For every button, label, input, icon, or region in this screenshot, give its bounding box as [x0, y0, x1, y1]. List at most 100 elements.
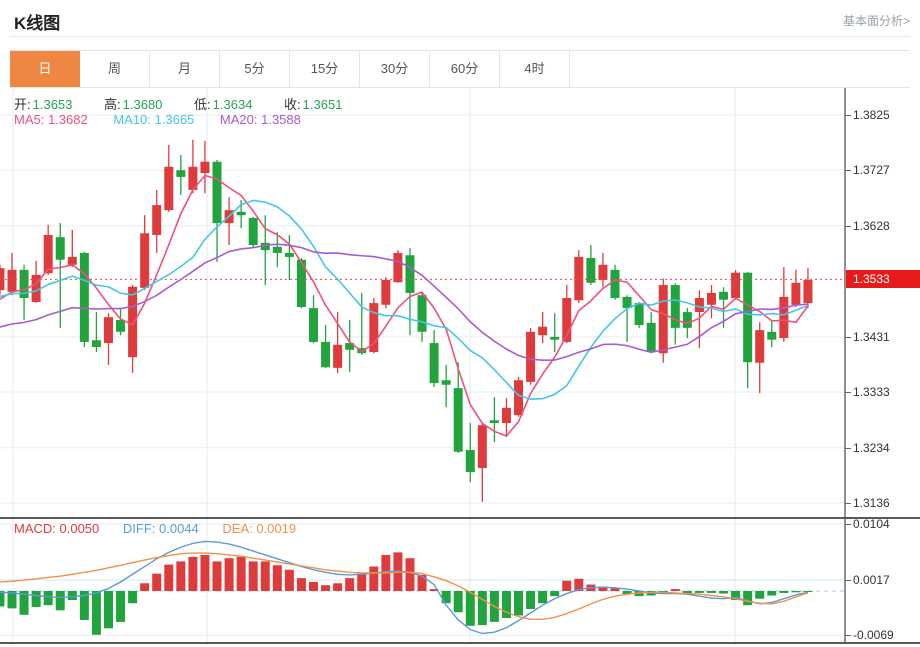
candle[interactable] — [188, 166, 198, 190]
candle[interactable] — [550, 336, 560, 340]
candle[interactable] — [152, 205, 162, 235]
candle[interactable] — [55, 237, 65, 260]
candle[interactable] — [767, 331, 777, 340]
macd-bar[interactable] — [260, 561, 270, 591]
tab-60分[interactable]: 60分 — [430, 51, 500, 87]
macd-bar[interactable] — [429, 589, 439, 591]
fundamental-analysis-link[interactable]: 基本面分析> — [842, 14, 910, 28]
candle[interactable] — [0, 268, 5, 291]
tab-周[interactable]: 周 — [80, 51, 150, 87]
macd-bar[interactable] — [465, 591, 475, 626]
macd-bar[interactable] — [345, 578, 355, 591]
macd-bar[interactable] — [309, 581, 318, 591]
candle[interactable] — [489, 420, 499, 424]
macd-bar[interactable] — [719, 591, 729, 594]
macd-bar[interactable] — [91, 591, 101, 635]
macd-bar[interactable] — [453, 591, 463, 613]
candle[interactable] — [321, 341, 331, 368]
candle[interactable] — [140, 233, 150, 288]
candle[interactable] — [345, 343, 355, 350]
candle[interactable] — [586, 258, 596, 283]
macd-bar[interactable] — [140, 583, 150, 591]
macd-bar[interactable] — [417, 574, 427, 591]
macd-bar[interactable] — [0, 591, 5, 607]
candle[interactable] — [309, 308, 318, 342]
macd-bar[interactable] — [284, 569, 294, 591]
macd-bar[interactable] — [610, 588, 620, 591]
candle[interactable] — [116, 319, 126, 332]
macd-bar[interactable] — [743, 591, 753, 606]
macd-bar[interactable] — [598, 586, 608, 591]
macd-bar[interactable] — [176, 561, 186, 591]
macd-bar[interactable] — [357, 573, 367, 591]
candle[interactable] — [501, 407, 511, 424]
macd-bar[interactable] — [562, 580, 572, 591]
candle[interactable] — [103, 317, 113, 344]
macd-bar[interactable] — [622, 591, 632, 595]
candle[interactable] — [19, 269, 29, 299]
macd-bar[interactable] — [550, 591, 560, 597]
candle[interactable] — [477, 425, 487, 469]
candle[interactable] — [755, 330, 765, 363]
macd-bar[interactable] — [791, 591, 801, 593]
macd-bar[interactable] — [706, 591, 716, 593]
candle[interactable] — [779, 296, 789, 338]
tab-4时[interactable]: 4时 — [500, 51, 570, 87]
macd-bar[interactable] — [333, 583, 343, 591]
macd-bar[interactable] — [779, 591, 789, 593]
macd-bar[interactable] — [55, 591, 65, 611]
macd-bar[interactable] — [574, 578, 584, 591]
macd-bar[interactable] — [514, 591, 524, 616]
tab-日[interactable]: 日 — [10, 51, 80, 87]
candle[interactable] — [31, 274, 41, 302]
candle[interactable] — [43, 234, 53, 274]
macd-bar[interactable] — [212, 561, 222, 591]
macd-bar[interactable] — [767, 591, 777, 596]
candle[interactable] — [67, 256, 77, 265]
macd-bar[interactable] — [694, 591, 704, 593]
macd-bar[interactable] — [526, 591, 536, 610]
macd-bar[interactable] — [7, 591, 17, 609]
candle[interactable] — [164, 166, 174, 211]
macd-bar[interactable] — [369, 566, 379, 591]
candle[interactable] — [176, 170, 186, 177]
macd-bar[interactable] — [236, 556, 246, 591]
candle[interactable] — [200, 161, 210, 174]
macd-bar[interactable] — [441, 591, 451, 604]
candle[interactable] — [441, 380, 451, 385]
tab-15分[interactable]: 15分 — [290, 51, 360, 87]
candle[interactable] — [369, 303, 379, 353]
candle[interactable] — [622, 296, 632, 309]
macd-bar[interactable] — [405, 558, 415, 591]
macd-bar[interactable] — [670, 589, 680, 591]
candle[interactable] — [646, 322, 656, 353]
tab-5分[interactable]: 5分 — [220, 51, 290, 87]
macd-bar[interactable] — [164, 564, 174, 591]
candle[interactable] — [260, 242, 270, 251]
candle[interactable] — [610, 269, 620, 299]
candle[interactable] — [212, 161, 222, 224]
macd-bar[interactable] — [538, 591, 548, 604]
candle[interactable] — [514, 380, 524, 416]
macd-bar[interactable] — [200, 554, 210, 591]
candle[interactable] — [731, 272, 741, 299]
macd-bar[interactable] — [19, 591, 29, 615]
macd-bar[interactable] — [321, 585, 331, 591]
candle[interactable] — [670, 285, 680, 328]
macd-bar[interactable] — [43, 591, 53, 606]
candle[interactable] — [333, 344, 343, 368]
candle[interactable] — [719, 291, 729, 300]
candle[interactable] — [465, 450, 475, 473]
candle[interactable] — [236, 211, 246, 216]
macd-bar[interactable] — [248, 561, 258, 591]
candle[interactable] — [682, 312, 692, 328]
macd-bar[interactable] — [188, 556, 198, 591]
candle[interactable] — [526, 331, 536, 382]
candle[interactable] — [658, 285, 668, 354]
candle[interactable] — [562, 298, 572, 342]
candle[interactable] — [706, 292, 716, 305]
candle[interactable] — [743, 272, 753, 363]
candle[interactable] — [538, 326, 548, 336]
macd-bar[interactable] — [272, 565, 282, 591]
